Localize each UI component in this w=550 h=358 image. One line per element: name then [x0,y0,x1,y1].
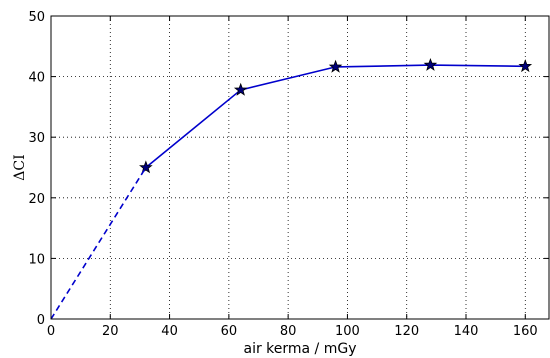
y-axis-label: ΔCI [12,154,28,180]
x-tick-label: 0 [47,324,55,339]
y-tick-label: 10 [28,252,45,267]
x-tick-label: 160 [513,324,538,339]
plot-frame [50,15,550,320]
series-line-solid [145,64,526,169]
data-point-star [139,160,153,174]
data-point-star [518,59,533,73]
x-axis-label: air kerma / mGy [243,341,356,357]
x-tick-label: 20 [102,324,119,339]
data-point-star [423,57,438,71]
y-tick-label: 40 [28,71,45,86]
grid [50,15,549,320]
data-point-star [233,82,248,96]
x-tick-label: 80 [280,324,297,339]
series-line-dashed [50,167,147,320]
x-tick-label: 120 [394,324,419,339]
x-tick-label: 40 [161,324,178,339]
x-tick-label: 140 [454,324,479,339]
y-tick-label: 50 [28,10,45,25]
y-tick-label: 30 [28,131,45,146]
series-layer [50,57,533,320]
y-tick-label: 20 [28,192,45,207]
x-tick-label: 60 [221,324,238,339]
y-tick-label: 0 [37,313,45,328]
ticks: 0 20 40 60 80 100 120 140 160 0 10 20 30 40 50 [28,10,549,339]
x-tick-label: 100 [335,324,360,339]
data-point-star [328,59,343,73]
